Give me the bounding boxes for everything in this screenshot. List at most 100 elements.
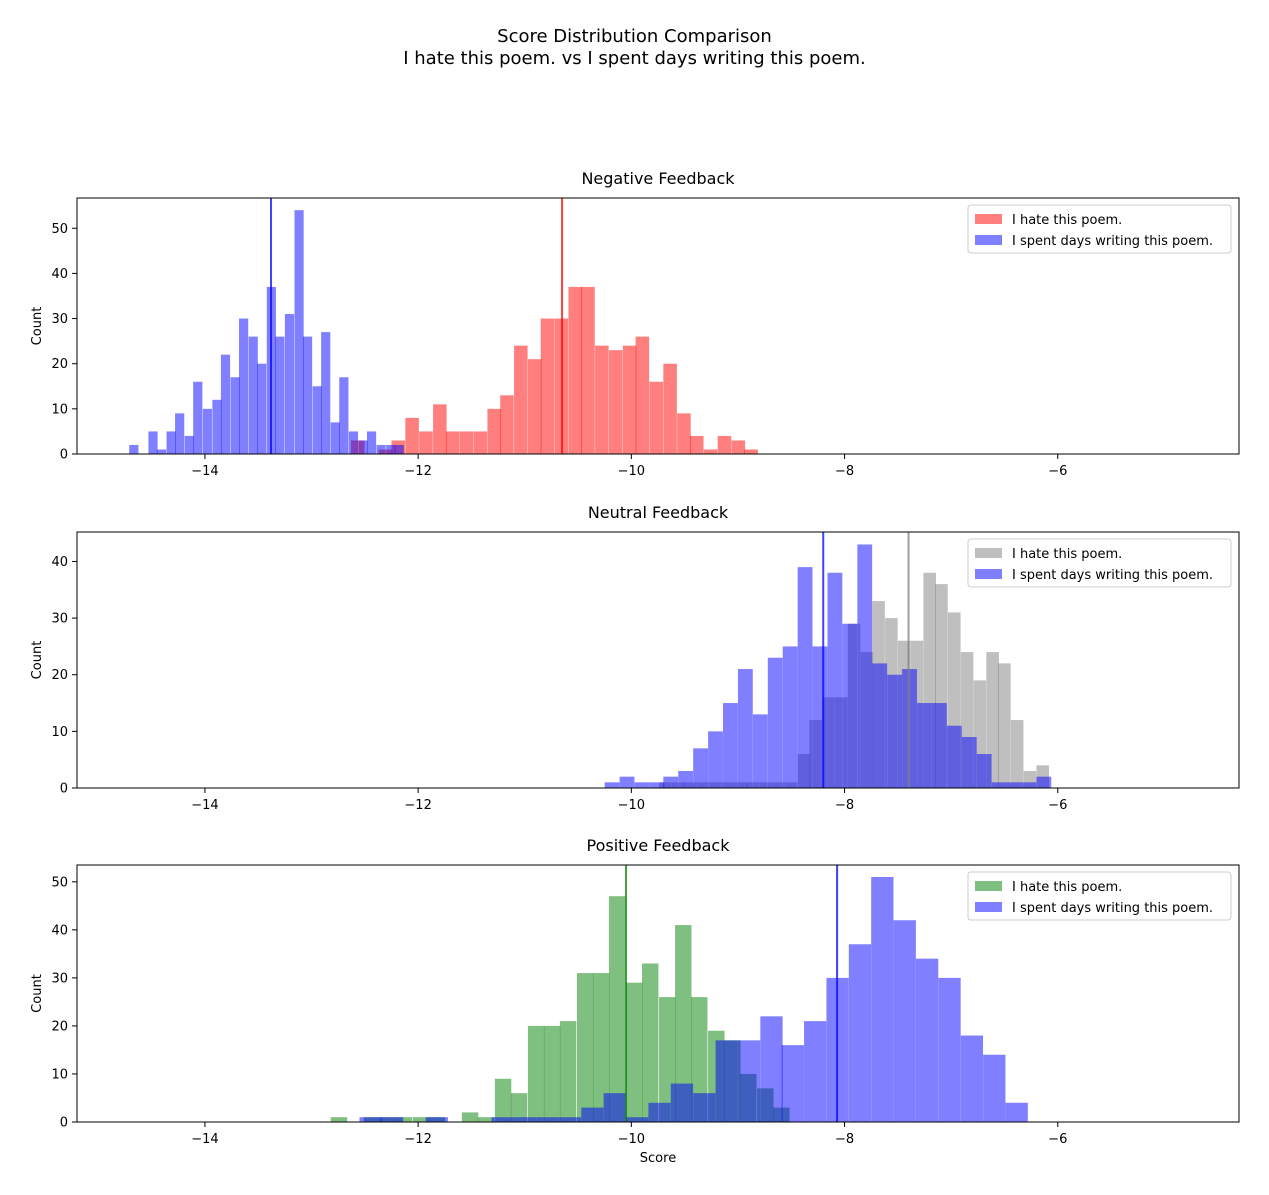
axes-frame bbox=[76, 197, 1240, 455]
histogram-bar bbox=[915, 958, 939, 1122]
histogram-bar bbox=[1005, 1102, 1028, 1122]
histogram-bar bbox=[708, 731, 723, 788]
y-tick-label: 50 bbox=[51, 222, 68, 237]
histogram-bar bbox=[487, 408, 501, 454]
x-tick-label: −8 bbox=[835, 464, 854, 479]
histogram-bar bbox=[193, 381, 203, 454]
histogram-bar bbox=[284, 314, 295, 454]
histogram-bar bbox=[635, 336, 650, 454]
histogram-bar bbox=[752, 714, 768, 788]
x-tick-label: −8 bbox=[835, 1132, 854, 1147]
y-tick-label: 0 bbox=[60, 1116, 68, 1131]
legend: I hate this poem. I spent days writing th… bbox=[967, 204, 1232, 254]
histogram-bar bbox=[857, 544, 873, 788]
y-tick-label: 10 bbox=[51, 402, 68, 417]
subplot-title: Neutral Feedback bbox=[588, 503, 729, 522]
histogram-bar bbox=[691, 997, 708, 1122]
subplot-3: −14 −12 −10 −8 −6 0 10 20 30 40 50 Positive Feedbac… bbox=[30, 836, 1240, 1147]
histogram-bar bbox=[961, 737, 977, 788]
histogram-bar bbox=[514, 345, 528, 454]
histogram-bar bbox=[419, 431, 433, 454]
y-axis-label: Count bbox=[30, 307, 45, 346]
histogram-bar bbox=[797, 567, 813, 788]
x-tick-label: −12 bbox=[404, 464, 431, 479]
subplot-2: −14 −12 −10 −8 −6 0 10 20 30 40 Neutral Feedback Co… bbox=[30, 503, 1240, 813]
legend: I hate this poem. I spent days writing th… bbox=[967, 538, 1232, 588]
legend-swatch bbox=[975, 902, 1002, 912]
histogram-bar bbox=[581, 1107, 604, 1122]
histogram-bar bbox=[348, 431, 359, 454]
histogram-bar bbox=[991, 782, 1007, 788]
y-axis-label: Count bbox=[30, 641, 45, 680]
histogram-bar bbox=[425, 1117, 448, 1122]
histogram-bar bbox=[433, 404, 447, 454]
histogram-bar bbox=[473, 431, 488, 454]
histogram-bar bbox=[558, 1117, 582, 1122]
histogram-bar bbox=[717, 435, 732, 454]
axes-frame bbox=[76, 864, 1240, 1123]
histogram-bar bbox=[893, 920, 916, 1122]
histogram-bar bbox=[366, 431, 377, 454]
histogram-bar bbox=[148, 431, 158, 454]
y-tick-label: 20 bbox=[51, 357, 68, 372]
histogram-bar bbox=[220, 354, 231, 454]
subplot-1: −14 −12 −10 −8 −6 0 10 20 30 40 50 Negative Feedbac… bbox=[30, 169, 1240, 479]
histogram-bar bbox=[827, 572, 843, 788]
figure-title-line1: Score Distribution Comparison bbox=[497, 26, 772, 47]
legend-swatch bbox=[975, 569, 1002, 579]
histogram-bar bbox=[976, 754, 992, 788]
histogram-bar bbox=[394, 444, 404, 454]
y-tick-label: 20 bbox=[51, 1019, 68, 1034]
histogram-bar bbox=[675, 925, 692, 1122]
histogram-bar bbox=[257, 363, 267, 454]
histogram-bar bbox=[445, 431, 460, 454]
x-tick-label: −8 bbox=[835, 798, 854, 813]
histogram-bar bbox=[986, 652, 999, 788]
histogram-bar bbox=[677, 413, 691, 454]
histogram-bar bbox=[312, 386, 322, 454]
histogram-bar bbox=[339, 377, 349, 454]
histogram-bar bbox=[670, 1083, 694, 1122]
subplot-title: Positive Feedback bbox=[587, 836, 731, 855]
histogram-bar bbox=[576, 973, 594, 1122]
legend-swatch bbox=[975, 548, 1002, 558]
y-tick-label: 10 bbox=[51, 725, 68, 740]
histogram-bar bbox=[559, 1021, 577, 1122]
y-tick-label: 20 bbox=[51, 668, 68, 683]
histogram-bar bbox=[303, 336, 313, 454]
histogram-bar bbox=[543, 1025, 561, 1122]
y-tick-label: 30 bbox=[51, 612, 68, 627]
histogram-bar bbox=[461, 1112, 479, 1122]
legend-entry: I spent days writing this poem. bbox=[1012, 568, 1213, 583]
histogram-bar bbox=[175, 413, 185, 454]
series-2-bars bbox=[359, 877, 1028, 1122]
histogram-bar bbox=[230, 377, 240, 454]
histogram-bar bbox=[603, 1093, 626, 1122]
legend-entry: I hate this poem. bbox=[1012, 213, 1122, 228]
x-tick-label: −14 bbox=[191, 798, 218, 813]
histogram-bar bbox=[663, 363, 677, 454]
histogram-bar bbox=[902, 669, 917, 788]
histogram-bar bbox=[527, 1025, 545, 1122]
histogram-bar bbox=[1006, 782, 1022, 788]
y-tick-label: 40 bbox=[51, 267, 68, 282]
histogram-bar bbox=[946, 725, 962, 788]
histogram-bar bbox=[626, 982, 643, 1122]
y-tick-label: 50 bbox=[51, 875, 68, 890]
y-tick-label: 30 bbox=[51, 312, 68, 327]
histogram-bar bbox=[723, 703, 738, 788]
histogram-bar bbox=[156, 449, 167, 454]
histogram-bar bbox=[477, 1117, 495, 1122]
histogram-bar bbox=[1010, 720, 1024, 788]
histogram-bar bbox=[703, 449, 718, 454]
histogram-bar bbox=[931, 703, 947, 788]
legend-entry: I hate this poem. bbox=[1012, 547, 1122, 562]
x-tick-label: −10 bbox=[618, 464, 645, 479]
histogram-bar bbox=[239, 318, 249, 454]
histogram-bar bbox=[737, 1040, 761, 1122]
histogram-bar bbox=[405, 417, 419, 454]
x-tick-label: −12 bbox=[404, 1132, 431, 1147]
histogram-bar bbox=[642, 963, 659, 1122]
histogram-bar bbox=[938, 977, 961, 1122]
subplot-title: Negative Feedback bbox=[581, 169, 735, 188]
